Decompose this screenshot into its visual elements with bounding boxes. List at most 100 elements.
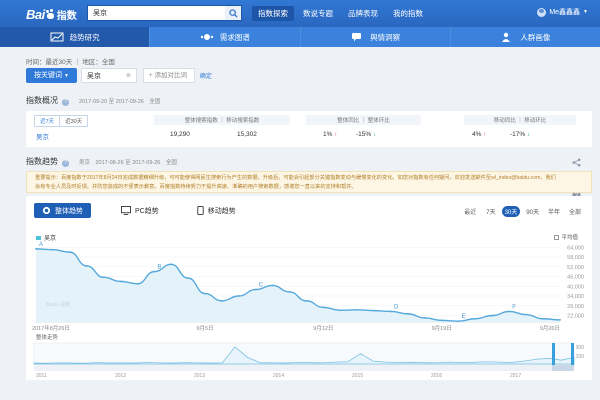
chevron-down-icon: ▼ [583, 9, 588, 15]
trend-chart[interactable]: A B C D E F 64,000 58,000 52,000 46,000 40,000 34,… [26, 196, 592, 380]
data-point[interactable] [440, 319, 443, 322]
data-point[interactable] [187, 277, 190, 280]
nav-my-index[interactable]: 我的指数 [393, 9, 423, 18]
data-point[interactable] [525, 313, 528, 316]
data-point[interactable] [559, 319, 561, 321]
trend-title: 指数趋势 [26, 157, 58, 166]
data-point[interactable] [204, 292, 206, 295]
mobile-mom-value: -17% [510, 131, 526, 138]
data-point[interactable] [221, 299, 223, 302]
annotation-marker[interactable]: D [394, 304, 399, 310]
annotation-marker[interactable]: F [512, 304, 516, 310]
add-compare-button[interactable]: + 添加对比词 [142, 68, 195, 83]
range-label: 最近 [464, 210, 477, 216]
annotation-marker[interactable]: C [259, 283, 264, 289]
keyword-mode-button[interactable]: 按关键词 ▼ [26, 68, 77, 83]
range-half-year[interactable]: 半年 [547, 210, 560, 216]
notice-banner: 重要提示：百度指数于2017年8月24日完成数据精细升级，可可能使得网民生搜索行… [26, 171, 592, 193]
baidu-index-logo[interactable]: Bai 指数 [26, 6, 77, 22]
data-point[interactable] [542, 317, 544, 320]
mode-label: PC趋势 [135, 207, 159, 215]
data-point[interactable] [170, 263, 173, 266]
nav-x-tick-label: 2011 [36, 373, 47, 379]
close-icon[interactable]: ⊗ [125, 73, 131, 79]
search-button[interactable] [225, 6, 241, 20]
navigator-scrollbar[interactable] [34, 365, 574, 371]
nav-brand[interactable]: 品牌表现 [348, 9, 378, 18]
share-icon[interactable] [571, 157, 581, 167]
nav-x-tick-label: 2016 [431, 373, 442, 379]
range-handle-right[interactable] [571, 343, 574, 365]
range-all[interactable]: 全部 [568, 210, 581, 216]
trend-heading: 指数趋势 ? 吴京 2017-08-26 至 2017-09-26 全国 [26, 156, 177, 167]
period-toggle: 近7天 近30天 [34, 115, 89, 127]
data-point[interactable] [254, 288, 257, 291]
tab-sentiment[interactable]: 舆情洞察 [301, 27, 451, 47]
data-point[interactable] [68, 251, 71, 254]
data-point[interactable] [153, 270, 156, 273]
time-range: 最近 7天 30天 90天 半年 全部 [464, 206, 584, 217]
mode-overall[interactable]: 整体趋势 [34, 203, 91, 218]
search-input[interactable] [88, 6, 225, 20]
help-icon[interactable]: ? [62, 99, 69, 106]
range-handle-left[interactable] [552, 343, 555, 365]
data-point[interactable] [339, 309, 342, 312]
search-icon [228, 8, 238, 18]
scrollbar-thumb[interactable] [552, 365, 574, 371]
data-point[interactable] [35, 247, 37, 250]
nav-x-tick-label: 2015 [352, 373, 363, 379]
tab-persona[interactable]: 人群画像 [451, 27, 600, 47]
confirm-button[interactable]: 确定 [199, 74, 212, 80]
data-point[interactable] [102, 276, 105, 279]
y-tick-label: 46,000 [567, 275, 584, 281]
breadcrumb: 时间：最近30天 ｜ 地区：全国 [26, 59, 115, 66]
y-tick-label: 34,000 [567, 294, 584, 300]
average-toggle[interactable]: 平均值 [554, 233, 578, 241]
range-30d[interactable]: 30天 [501, 206, 521, 217]
arrow-up-icon: ↑ [483, 132, 487, 138]
tab-trend-research[interactable]: 趋势研究 [0, 27, 151, 47]
data-point[interactable] [491, 314, 494, 317]
data-point[interactable] [288, 291, 291, 293]
annotation-marker[interactable]: B [157, 265, 161, 271]
data-point[interactable] [406, 312, 409, 315]
range-90d[interactable]: 90天 [526, 210, 539, 216]
data-point[interactable] [390, 310, 392, 313]
overview-keyword[interactable]: 吴京 [36, 134, 49, 141]
notice-line-2: 会有专业人员及时反馈。并防您造成的不便表示歉意。百度指数持续努力于提升高速、准确… [35, 184, 357, 190]
data-point[interactable] [508, 310, 511, 313]
nav-index-explore[interactable]: 指数探索 [252, 6, 294, 21]
help-icon[interactable]: ? [62, 160, 69, 167]
persona-icon [502, 32, 511, 42]
data-point[interactable] [322, 306, 325, 309]
data-point[interactable] [423, 317, 426, 319]
nav-topics[interactable]: 数说专题 [303, 9, 333, 18]
range-7d[interactable]: 7天 [486, 210, 496, 216]
data-point[interactable] [136, 282, 139, 285]
data-point[interactable] [271, 284, 274, 287]
period-30-days[interactable]: 近30天 [65, 119, 83, 125]
chart-legend[interactable]: 吴京 [36, 233, 56, 242]
average-checkbox[interactable] [554, 234, 560, 240]
mode-pc[interactable]: PC趋势 [113, 203, 167, 218]
data-point[interactable] [474, 317, 477, 320]
data-point[interactable] [305, 299, 308, 302]
data-point[interactable] [237, 295, 240, 297]
data-point[interactable] [85, 265, 88, 267]
data-point[interactable] [52, 248, 54, 251]
data-point[interactable] [457, 320, 460, 323]
annotation-marker[interactable]: A [39, 242, 43, 248]
tab-demand-graph[interactable]: 需求图谱 [150, 27, 301, 47]
overall-yoy-value: 1% [323, 131, 333, 138]
data-point[interactable] [373, 309, 375, 312]
overall-index-value: 19,290 [170, 131, 190, 138]
user-menu[interactable]: Me鑫鑫鑫 ▼ [537, 7, 588, 17]
annotation-marker[interactable]: E [462, 314, 466, 320]
logo-sub: 指数 [56, 10, 77, 22]
mode-label: 移动趋势 [207, 207, 236, 215]
keyword-mode-label: 按关键词 [34, 72, 62, 79]
data-point[interactable] [119, 280, 122, 283]
period-7-days[interactable]: 近7天 [35, 116, 61, 126]
data-point[interactable] [356, 308, 359, 311]
mode-mobile[interactable]: 移动趋势 [189, 203, 244, 218]
